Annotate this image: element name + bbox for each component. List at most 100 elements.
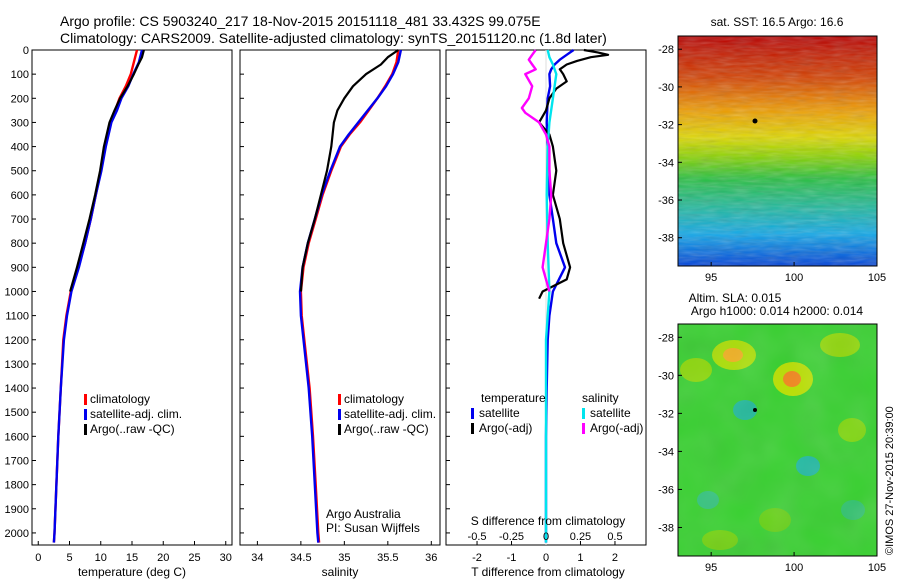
legend-swatch xyxy=(338,424,341,435)
map-y-tick-label: -32 xyxy=(658,408,674,420)
map-x-tick-label: 105 xyxy=(868,562,886,574)
legend-swatch xyxy=(84,409,87,420)
temperature-axes-frame xyxy=(31,49,233,546)
sla-field xyxy=(678,324,877,556)
series-line-salinity-satellite xyxy=(544,49,558,543)
sst-map-frame xyxy=(677,35,878,267)
map-y-tick-label: -30 xyxy=(658,82,674,94)
imos-credit: ©IMOS 27-Nov-2015 20:39:00 xyxy=(884,406,896,555)
depth-tick-label: 1400 xyxy=(5,383,29,395)
depth-tick-label: 900 xyxy=(11,262,29,274)
series-line-argo-raw-qc- xyxy=(69,49,145,292)
x-tick-label: 15 xyxy=(126,552,138,564)
argo-location-marker xyxy=(753,408,757,412)
x-tick-label: -2 xyxy=(472,552,482,564)
top-tick-label: 0 xyxy=(543,531,549,543)
difference-top-tick-labels: -0.5 -0.25 0 0.25 0.5 xyxy=(468,531,623,543)
top-tick-label: -0.25 xyxy=(499,531,524,543)
sst-map-title: sat. SST: 16.5 Argo: 16.6 xyxy=(711,15,844,29)
series-line-salinity-argo-adj- xyxy=(520,49,553,292)
map-y-tick-label: -28 xyxy=(658,44,674,56)
map-x-tick-label: 100 xyxy=(785,562,803,574)
temperature-series xyxy=(52,49,145,543)
depth-tick-label: 1800 xyxy=(5,480,29,492)
salinity-panel: 34 34.5 35 35.5 36 salinity climatologysatel… xyxy=(239,49,441,579)
difference-top-x-label: S difference from climatology xyxy=(471,514,626,528)
depth-tick-label: 100 xyxy=(11,69,29,81)
depth-tick-label: 1500 xyxy=(5,407,29,419)
argo-location-marker xyxy=(752,118,758,124)
series-line-temperature-argo-adj- xyxy=(537,48,610,300)
legend-label: satellite xyxy=(590,406,631,420)
map-x-tick-label: 95 xyxy=(705,562,717,574)
sla-map-title-line-1: Altim. SLA: 0.015 xyxy=(689,291,782,305)
sst-map-panel: sat. SST: 16.5 Argo: 16.6 95 100 105 -28 -30… xyxy=(658,15,886,284)
map-y-tick-label: -32 xyxy=(658,120,674,132)
top-tick-label: 0.5 xyxy=(607,531,622,543)
depth-tick-label: 0 xyxy=(23,45,29,57)
map-y-tick-label: -34 xyxy=(658,157,674,169)
depth-tick-label: 700 xyxy=(11,214,29,226)
figure-header: Argo profile: CS 5903240_217 18-Nov-2015… xyxy=(60,13,607,46)
top-tick-label: -0.5 xyxy=(468,531,487,543)
depth-tick-label: 2000 xyxy=(5,528,29,540)
map-y-tick-label: -28 xyxy=(658,332,674,344)
salinity-x-axis: 34 34.5 35 35.5 36 xyxy=(251,541,437,564)
map-x-tick-label: 95 xyxy=(705,272,717,284)
x-tick-label: 0 xyxy=(543,552,549,564)
temperature-x-axis: 0 5 10 15 20 25 30 xyxy=(35,541,232,564)
depth-tick-label: 1300 xyxy=(5,359,29,371)
difference-series xyxy=(520,48,610,545)
legend-swatch xyxy=(471,408,474,419)
x-tick-label: 5 xyxy=(66,552,72,564)
depth-tick-label: 1900 xyxy=(5,504,29,516)
legend-swatch xyxy=(338,409,341,420)
depth-tick-label: 1600 xyxy=(5,431,29,443)
legend-swatch xyxy=(338,394,341,405)
map-y-tick-label: -38 xyxy=(658,233,674,245)
legend-label: Argo(..raw -QC) xyxy=(344,422,429,436)
x-tick-label: 25 xyxy=(188,552,200,564)
x-tick-label: 2 xyxy=(612,552,618,564)
legend-label: climatology xyxy=(90,392,150,406)
series-line-satellite-adj-clim- xyxy=(52,49,144,543)
sst-texture xyxy=(678,36,877,266)
x-tick-label: 0 xyxy=(35,552,41,564)
legend-swatch xyxy=(582,423,585,434)
legend-swatch xyxy=(84,394,87,405)
map-x-tick-label: 105 xyxy=(868,272,886,284)
legend-label: Argo(-adj) xyxy=(479,421,532,435)
depth-tick-label: 300 xyxy=(11,117,29,129)
series-line-climatology xyxy=(299,49,400,543)
salinity-axes-frame xyxy=(239,49,441,546)
x-tick-label: -1 xyxy=(507,552,517,564)
map-y-tick-label: -30 xyxy=(658,370,674,382)
legend-label: Argo(-adj) xyxy=(590,421,643,435)
temperature-x-label: temperature (deg C) xyxy=(78,565,186,579)
map-y-tick-label: -34 xyxy=(658,446,674,458)
difference-x-axis: -2 -1 0 1 2 xyxy=(472,541,618,564)
legend-label: satellite-adj. clim. xyxy=(90,407,182,421)
series-line-satellite-adj-clim- xyxy=(298,49,403,543)
sst-map-axes: 95 100 105 -28 -30 -32 -34 -36 -38 xyxy=(658,44,886,284)
depth-tick-label: 500 xyxy=(11,166,29,178)
map-x-tick-label: 100 xyxy=(785,272,803,284)
legend-swatch xyxy=(582,408,585,419)
map-y-tick-label: -38 xyxy=(658,522,674,534)
x-tick-label: 30 xyxy=(220,552,232,564)
map-y-tick-label: -36 xyxy=(658,195,674,207)
depth-tick-label: 1100 xyxy=(5,311,29,323)
depth-tick-label: 600 xyxy=(11,190,29,202)
x-tick-label: 34 xyxy=(251,552,263,564)
salinity-x-label: salinity xyxy=(322,565,359,579)
salinity-series xyxy=(298,49,403,543)
legend-label: climatology xyxy=(344,392,404,406)
sla-texture xyxy=(678,324,877,556)
temperature-panel: 0100200300400500600700800900100011001200… xyxy=(5,45,450,579)
header-line-2: Climatology: CARS2009. Satellite-adjuste… xyxy=(60,30,607,46)
sla-map-panel: Altim. SLA: 0.015 Argo h1000: 0.014 h200… xyxy=(658,291,886,574)
sla-map-frame xyxy=(677,323,878,557)
difference-legend: temperaturesatelliteArgo(-adj)salinitysa… xyxy=(471,391,643,435)
x-tick-label: 10 xyxy=(95,552,107,564)
